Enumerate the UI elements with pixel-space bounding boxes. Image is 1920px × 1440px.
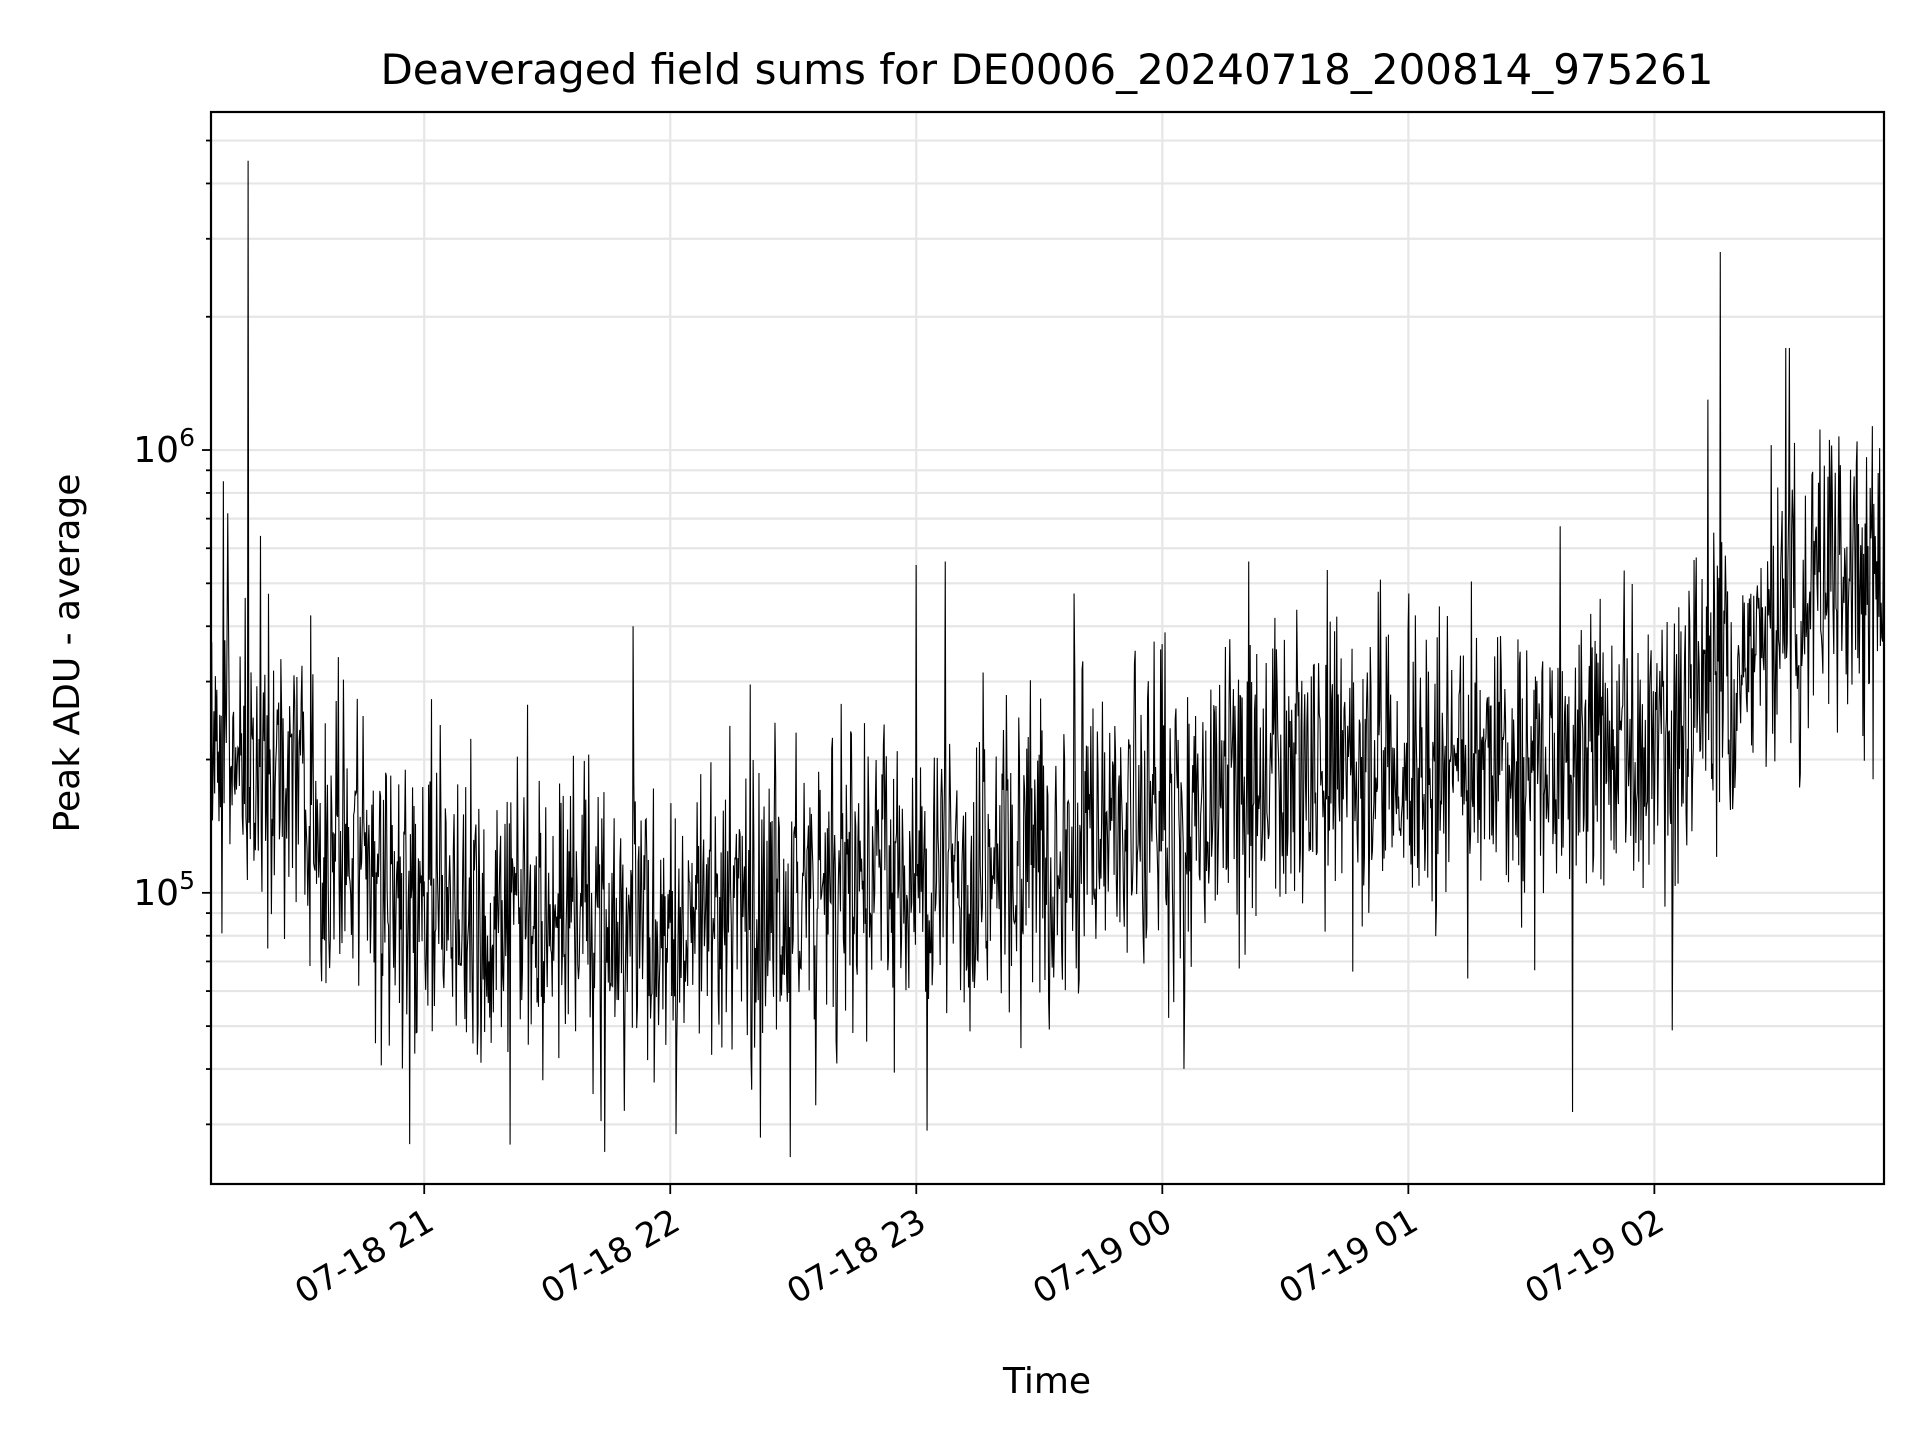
y-tick-label: 106 bbox=[133, 423, 195, 471]
x-axis-label: Time bbox=[1002, 1361, 1091, 1402]
series-line bbox=[210, 160, 1885, 1158]
chart-title: Deaveraged field sums for DE0006_2024071… bbox=[380, 45, 1713, 94]
plot-frame bbox=[209, 110, 1886, 1186]
data-series bbox=[210, 160, 1885, 1158]
y-tick-label: 105 bbox=[133, 866, 195, 914]
grid bbox=[211, 112, 1884, 1184]
y-axis-label: Peak ADU - average bbox=[47, 474, 88, 833]
